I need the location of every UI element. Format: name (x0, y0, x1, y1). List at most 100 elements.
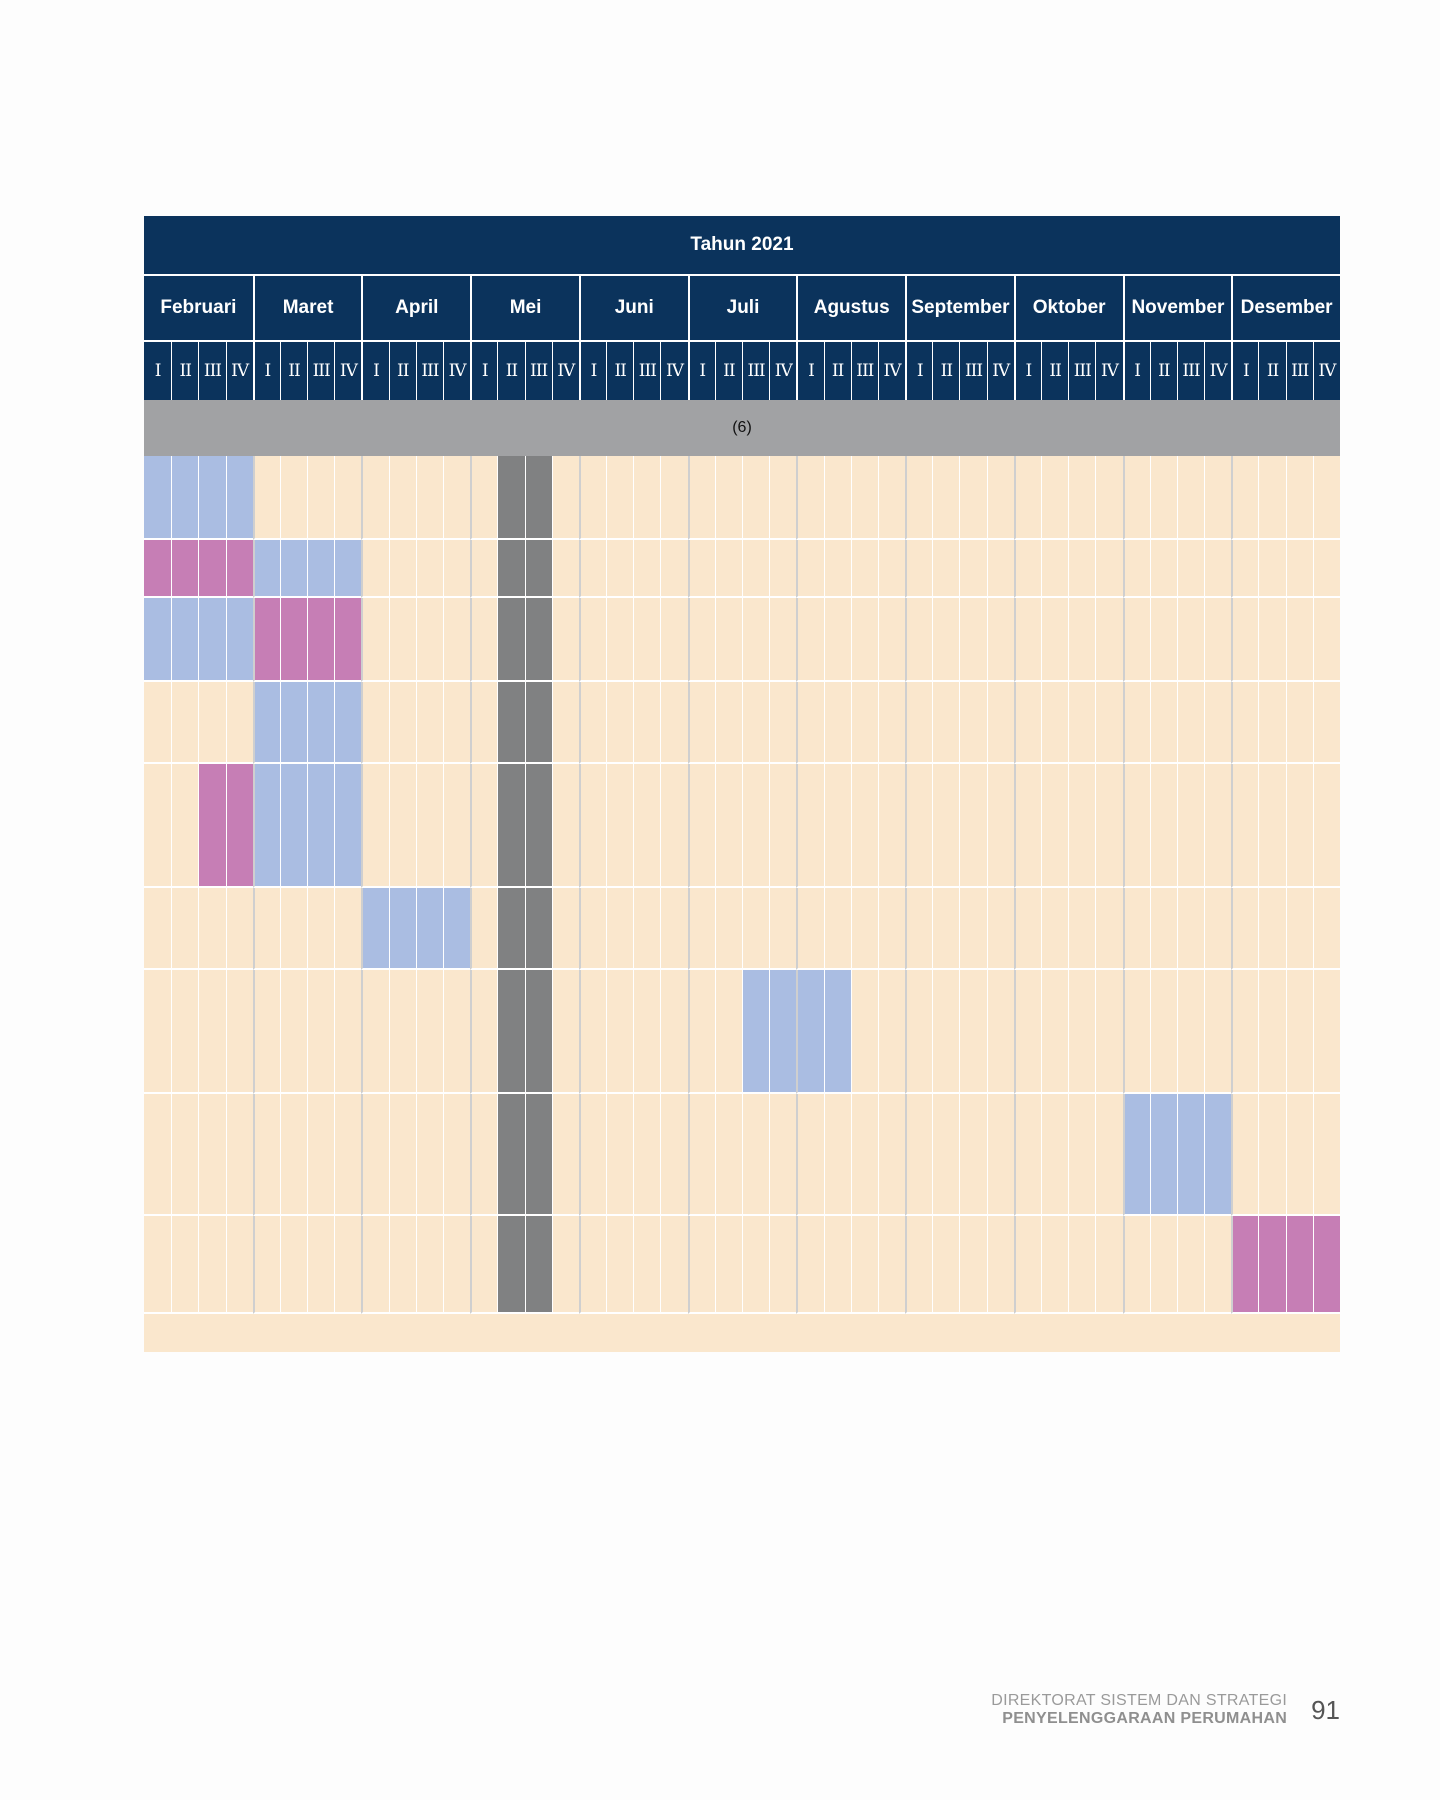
gantt-cell-empty (714, 888, 742, 970)
gantt-cell-empty (687, 540, 715, 598)
gantt-cell-gray (497, 540, 525, 598)
gantt-cell-empty (1312, 970, 1340, 1094)
gantt-cell-empty (741, 1216, 770, 1314)
gantt-cell-empty (959, 598, 987, 682)
gantt-cell-empty (687, 456, 715, 540)
gantt-cell-empty (714, 1216, 742, 1314)
gantt-cell-empty (144, 1094, 172, 1216)
gantt-cell-empty (578, 764, 607, 888)
gantt-cell-gray (524, 764, 552, 888)
week-header: II (932, 342, 959, 400)
week-header: II (1258, 342, 1285, 400)
gantt-cell-gray (524, 682, 552, 764)
gantt-cell-empty (850, 888, 878, 970)
gantt-cell-empty (796, 682, 824, 764)
gantt-cell-empty (415, 1094, 443, 1216)
gantt-cell-empty (1204, 764, 1232, 888)
gantt-cell-empty (687, 1216, 715, 1314)
gantt-cell-pink (1285, 1216, 1313, 1314)
gantt-cell-empty (1040, 970, 1069, 1094)
gantt-cell-empty (741, 682, 770, 764)
gantt-cell-empty (905, 540, 933, 598)
gantt-cell-empty (1013, 888, 1041, 970)
gantt-cell-gray (497, 888, 525, 970)
gantt-cell-empty (633, 970, 661, 1094)
gantt-cell-empty (660, 540, 688, 598)
gantt-cell-blue (334, 540, 362, 598)
gantt-cell-empty (932, 540, 960, 598)
gantt-cell-empty (1149, 764, 1177, 888)
month-header-desember: Desember (1231, 276, 1340, 340)
gantt-cell-pink (225, 764, 253, 888)
gantt-cell-empty (388, 598, 416, 682)
gantt-cell-blue (1176, 1094, 1205, 1216)
gantt-cell-empty (687, 682, 715, 764)
gantt-cell-empty (144, 970, 172, 1094)
gantt-cell-empty (578, 970, 607, 1094)
gantt-cell-empty (633, 1216, 661, 1314)
gantt-cell-empty (361, 682, 389, 764)
gantt-cell-empty (769, 764, 797, 888)
gantt-cell-gray (497, 1094, 525, 1216)
gantt-cell-blue (198, 456, 226, 540)
schedule-table: Tahun 2021 Februari Maret April Mei Juni Juli… (144, 216, 1340, 1352)
gantt-cell-empty (986, 1094, 1014, 1216)
gantt-cell-empty (551, 970, 579, 1094)
page-footer: DIREKTORAT SISTEM DAN STRATEGI PENYELENG… (991, 1692, 1340, 1728)
gantt-cell-empty (1122, 888, 1150, 970)
gantt-cell-empty (171, 1094, 199, 1216)
gantt-cell-empty (442, 1094, 471, 1216)
gantt-cell-empty (606, 970, 634, 1094)
gantt-cell-empty (171, 1216, 199, 1314)
gantt-cell-empty (442, 456, 471, 540)
gantt-cell-empty (442, 1216, 471, 1314)
gantt-cell-empty (1013, 682, 1041, 764)
gantt-cell-blue (279, 764, 308, 888)
week-header: I (687, 342, 715, 400)
gantt-cell-empty (225, 682, 253, 764)
gantt-cell-empty (1312, 1094, 1340, 1216)
gantt-cell-empty (1285, 682, 1313, 764)
gantt-cell-empty (1122, 764, 1150, 888)
gantt-cell-empty (1231, 1094, 1259, 1216)
gantt-cell-empty (769, 1094, 797, 1216)
month-header-agustus: Agustus (796, 276, 905, 340)
gantt-cell-blue (415, 888, 443, 970)
gantt-cell-empty (986, 540, 1014, 598)
gantt-cell-blue (171, 456, 199, 540)
week-header: IV (769, 342, 796, 400)
gantt-cell-blue (741, 970, 770, 1094)
gantt-cell-empty (1176, 682, 1205, 764)
gantt-cell-empty (850, 540, 878, 598)
gantt-cell-empty (252, 888, 280, 970)
gantt-cell-empty (1149, 456, 1177, 540)
gantt-cell-empty (1040, 682, 1069, 764)
week-header: I (1231, 342, 1258, 400)
gantt-cell-empty (388, 682, 416, 764)
gantt-cell-empty (1068, 888, 1096, 970)
gantt-cell-empty (1013, 598, 1041, 682)
gantt-cell-pink (252, 598, 280, 682)
gantt-cell-empty (442, 540, 471, 598)
gantt-cell-empty (1204, 540, 1232, 598)
gantt-cell-empty (633, 1094, 661, 1216)
gantt-cell-empty (633, 888, 661, 970)
gantt-cell-empty (796, 888, 824, 970)
gantt-cell-empty (551, 764, 579, 888)
gantt-cell-empty (171, 682, 199, 764)
gantt-cell-pink (307, 598, 335, 682)
week-header: I (796, 342, 823, 400)
gantt-cell-empty (796, 540, 824, 598)
gantt-cell-empty (442, 970, 471, 1094)
gantt-cell-empty (660, 598, 688, 682)
gantt-cell-empty (551, 456, 579, 540)
gantt-cell-empty (334, 888, 362, 970)
gantt-cell-empty (932, 1216, 960, 1314)
gantt-cell-empty (198, 888, 226, 970)
gantt-cell-empty (769, 598, 797, 682)
gantt-cell-empty (687, 888, 715, 970)
gantt-cell-empty (415, 540, 443, 598)
week-header: III (307, 342, 334, 400)
gantt-cell-empty (606, 764, 634, 888)
gantt-cell-empty (633, 540, 661, 598)
